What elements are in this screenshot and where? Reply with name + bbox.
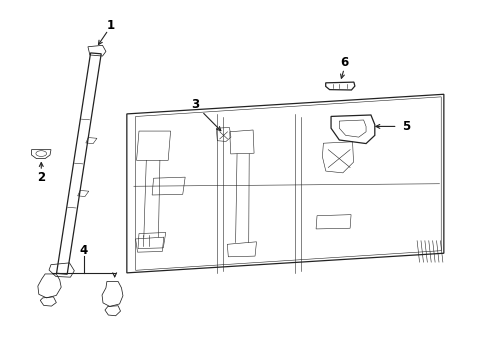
- Text: 1: 1: [106, 19, 115, 32]
- Text: 2: 2: [37, 171, 45, 184]
- Text: 3: 3: [191, 98, 199, 111]
- Text: 6: 6: [339, 55, 347, 69]
- Text: 5: 5: [402, 120, 410, 133]
- Text: 4: 4: [79, 244, 87, 257]
